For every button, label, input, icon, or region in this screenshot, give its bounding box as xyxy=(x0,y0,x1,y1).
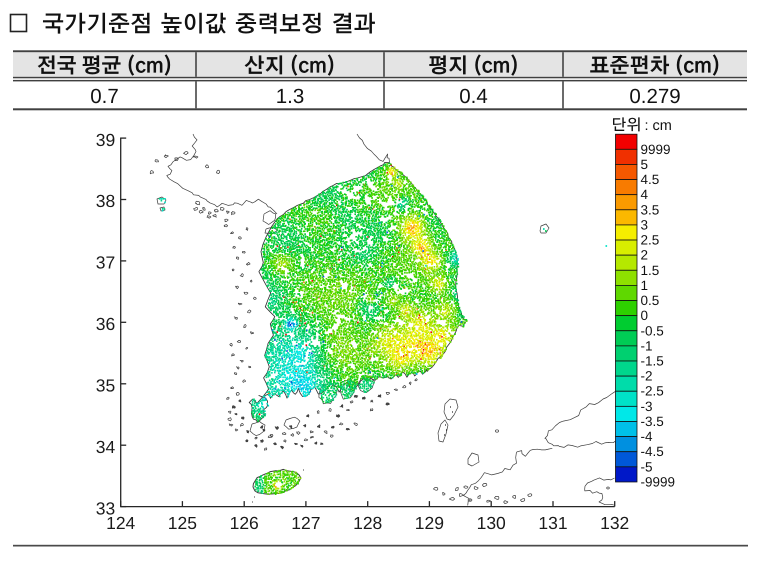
svg-text:36: 36 xyxy=(96,314,115,334)
svg-text:-4.5: -4.5 xyxy=(641,444,664,459)
svg-text:-1.5: -1.5 xyxy=(641,354,664,369)
svg-text:130: 130 xyxy=(477,513,506,533)
svg-text:-3.5: -3.5 xyxy=(641,414,664,429)
svg-text:124: 124 xyxy=(106,513,135,533)
svg-text:1: 1 xyxy=(641,278,649,293)
svg-text:5: 5 xyxy=(641,157,649,172)
svg-text:0.5: 0.5 xyxy=(641,293,660,308)
svg-text:38: 38 xyxy=(96,191,115,211)
svg-text:37: 37 xyxy=(96,253,115,273)
svg-text:-2: -2 xyxy=(641,369,653,384)
svg-text:39: 39 xyxy=(96,130,115,150)
svg-text:-2.5: -2.5 xyxy=(641,384,664,399)
svg-text:-4: -4 xyxy=(641,429,653,444)
svg-text:3: 3 xyxy=(641,217,649,232)
svg-text:4: 4 xyxy=(641,187,649,202)
svg-text:1.5: 1.5 xyxy=(641,263,660,278)
svg-text:3.5: 3.5 xyxy=(641,202,660,217)
svg-text:2: 2 xyxy=(641,248,649,263)
svg-text:33: 33 xyxy=(96,498,115,518)
svg-text:-0.5: -0.5 xyxy=(641,323,664,338)
svg-text:35: 35 xyxy=(96,376,115,396)
svg-text:0.7: 0.7 xyxy=(90,85,119,108)
svg-text:-9999: -9999 xyxy=(641,474,676,489)
svg-text:: cm: : cm xyxy=(645,118,672,134)
svg-text:0.4: 0.4 xyxy=(459,85,488,108)
svg-text:0.279: 0.279 xyxy=(629,85,680,108)
svg-text:132: 132 xyxy=(600,513,629,533)
svg-text:34: 34 xyxy=(96,437,116,457)
svg-text:4.5: 4.5 xyxy=(641,172,660,187)
svg-text:131: 131 xyxy=(538,513,567,533)
svg-text:9999: 9999 xyxy=(641,142,671,157)
svg-text:1.3: 1.3 xyxy=(276,85,305,108)
svg-text:127: 127 xyxy=(291,513,320,533)
svg-text:126: 126 xyxy=(230,513,259,533)
svg-text:129: 129 xyxy=(415,513,444,533)
svg-text:-1: -1 xyxy=(641,338,653,353)
svg-text:128: 128 xyxy=(353,513,382,533)
svg-text:0: 0 xyxy=(641,308,649,323)
svg-text:2.5: 2.5 xyxy=(641,233,660,248)
svg-text:-5: -5 xyxy=(641,459,653,474)
svg-text:-3: -3 xyxy=(641,399,653,414)
svg-text:125: 125 xyxy=(168,513,197,533)
